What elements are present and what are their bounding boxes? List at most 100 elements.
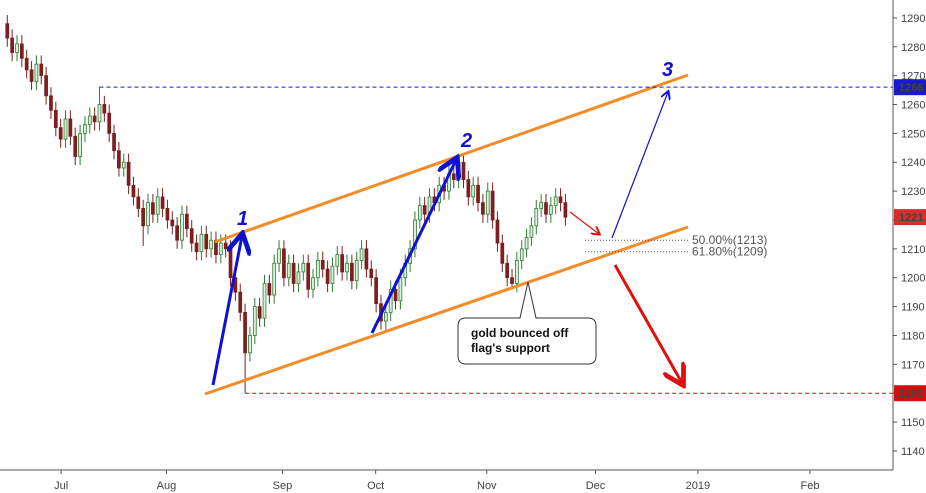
x-tick-label: Sep [273,480,293,492]
price-box [894,79,926,96]
candle-body [471,184,476,198]
candle-body [272,262,277,296]
candle-body [131,184,136,198]
candle-body [126,161,131,186]
candle-body [151,202,155,215]
candle-body [63,118,68,140]
x-tick-label: Oct [367,480,384,492]
candle-body [311,277,315,290]
candle-body [204,234,209,250]
wave-label: 2 [460,130,472,152]
y-tick-label: 1200 [901,273,925,285]
candle-body [68,118,73,137]
candle-body [117,150,121,169]
candle-body [417,205,422,221]
x-tick-label: Nov [477,480,497,492]
x-tick-label: Aug [157,480,177,492]
candle-body [422,205,427,215]
candle-body [563,202,568,218]
candle-body [291,262,296,284]
candle-body [97,104,102,123]
candle-body [24,57,29,71]
fib-label: 50.00%(1213) [692,233,767,247]
y-tick-label: 1250 [901,128,925,140]
candle-body [277,248,281,264]
candle-body [485,190,490,215]
annotation: gold bounced off [471,326,569,340]
wave-arrow [211,236,242,386]
candle-body [398,277,403,302]
candle-body [136,196,141,209]
candle-body [194,242,199,253]
projection-arrow [613,264,682,383]
candle-body [238,291,243,313]
price-label: 1160 [899,388,923,400]
candle-body [369,268,374,279]
y-tick-label: 1140 [901,446,925,458]
candle-body [199,234,204,253]
price-box [894,385,926,402]
candle-body [451,173,456,180]
x-tick-label: 2019 [686,480,710,492]
y-tick-label: 1170 [901,359,925,371]
candle-body [340,254,345,273]
candle-body [345,262,349,273]
plot-area [5,15,568,394]
candle-body [155,196,160,215]
candle-body [228,248,233,279]
wave-arrow [370,160,456,334]
candle-body [553,196,558,206]
wave-label: 3 [662,59,673,81]
candle-body [500,242,505,264]
projection-arrow [611,92,668,239]
candle-body [510,277,514,284]
channel-upper [214,73,689,244]
candle-body [393,288,398,302]
candle-body [121,161,126,169]
y-tick-label: 1210 [901,244,925,256]
candle-body [209,239,213,250]
candle-body [359,248,364,261]
candle-body [330,265,335,284]
candle-body [160,196,165,209]
y-tick-label: 1290 [901,13,925,25]
candle-body [58,127,63,140]
candle-body [73,135,78,157]
candle-body [184,213,189,230]
candle-body [257,306,262,319]
candle-body [78,132,82,157]
candle-body [306,262,311,290]
candle-body [519,248,524,261]
candle-body [175,225,180,241]
candle-body [19,43,24,59]
wave-label: 1 [237,208,248,230]
candle-body [350,262,354,282]
candle-body [44,75,48,97]
candle-body [296,271,301,284]
y-tick-label: 1280 [901,42,925,54]
fib-label: 61.80%(1209) [692,245,767,259]
candle-body [456,161,461,180]
candle-body [29,69,34,82]
price-box [894,209,926,226]
candle-body [301,262,306,273]
projection-arrow [569,211,599,234]
candle-body [529,225,534,238]
candle-body [524,236,529,250]
candle-body [92,115,97,123]
candle-body [534,208,539,227]
candle-body [505,262,510,279]
candle-body [413,219,417,250]
candle-body [267,283,272,296]
candle-body [262,283,267,319]
candle-body [374,277,378,305]
candle-body [335,254,340,267]
candle-body [180,213,184,241]
candle-body [165,208,170,221]
candle-body [10,37,14,53]
x-tick-label: Dec [586,480,606,492]
annotation: flag's support [471,341,550,355]
candle-body [87,115,92,126]
y-tick-label: 1260 [901,100,925,112]
candle-body [495,219,500,244]
